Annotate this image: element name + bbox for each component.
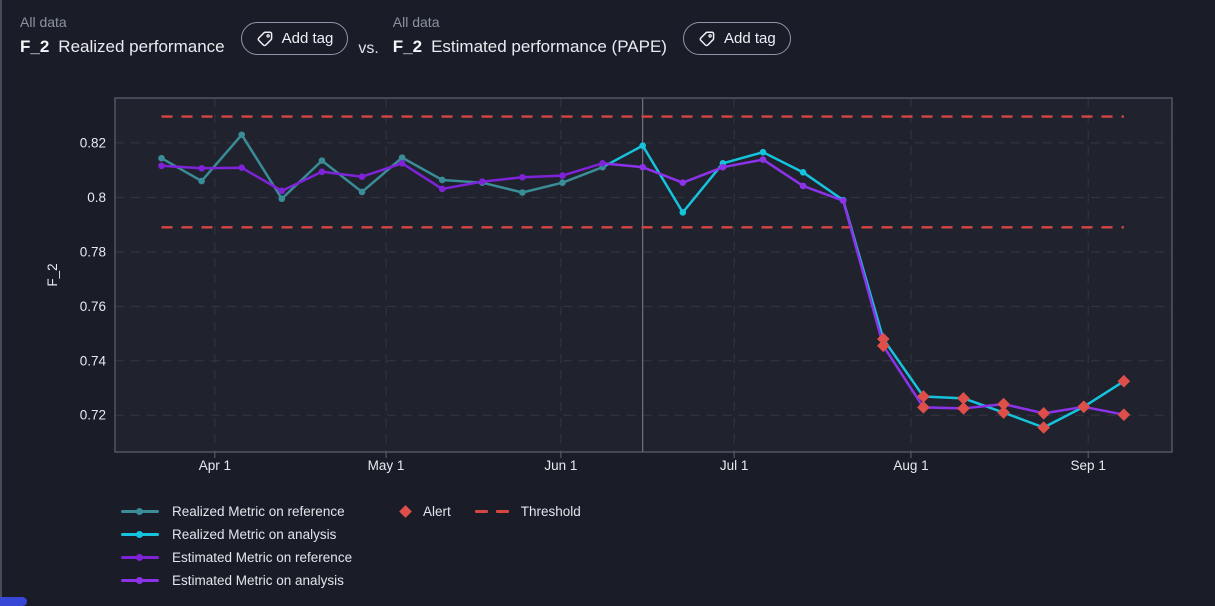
threshold-dashes-icon <box>474 510 509 513</box>
threshold-lines <box>161 115 1124 229</box>
add-tag-button-right[interactable]: Add tag <box>682 22 791 55</box>
legend-label: Estimated Metric on reference <box>172 550 353 565</box>
series-line-3 <box>602 158 1125 416</box>
svg-text:Jul 1: Jul 1 <box>720 458 749 473</box>
legend-label: Threshold <box>520 504 581 519</box>
left-title-block: All data F_2 Realized performance <box>20 14 225 58</box>
svg-text:May 1: May 1 <box>368 458 405 473</box>
add-tag-button-left[interactable]: Add tag <box>240 22 349 55</box>
right-subtitle: All data <box>392 14 440 30</box>
svg-text:0.74: 0.74 <box>80 353 107 368</box>
legend-item-estimated-reference[interactable]: Estimated Metric on reference <box>121 546 373 569</box>
tag-icon <box>699 30 715 46</box>
svg-text:Apr 1: Apr 1 <box>199 458 231 473</box>
legend-item-realized-analysis[interactable]: Realized Metric on analysis <box>121 523 373 546</box>
plot-border <box>114 97 1173 453</box>
legend-item-realized-reference[interactable]: Realized Metric on reference <box>121 500 373 523</box>
svg-text:0.76: 0.76 <box>80 299 106 314</box>
legend-series-column: Realized Metric on reference Realized Me… <box>121 500 373 592</box>
legend-item-threshold[interactable]: Threshold <box>474 500 581 523</box>
svg-text:Aug 1: Aug 1 <box>893 458 928 473</box>
right-title-block: All data F_2 Estimated performance (PAPE… <box>393 14 667 58</box>
left-metric-name: F_2 <box>20 36 50 56</box>
right-title-text: Estimated performance (PAPE) <box>431 36 667 56</box>
vs-label: vs. <box>358 40 379 57</box>
series-line-2 <box>161 162 603 193</box>
svg-text:0.72: 0.72 <box>80 408 106 423</box>
left-title-text: Realized performance <box>58 36 225 56</box>
line-swatch <box>121 569 159 592</box>
series-line-0 <box>160 133 604 201</box>
y-axis: 0.82 0.8 0.78 0.76 0.74 0.72 F_2 <box>45 135 106 422</box>
tag-icon <box>257 30 272 46</box>
svg-text:Sep 1: Sep 1 <box>1071 458 1106 473</box>
right-metric-name: F_2 <box>392 36 423 56</box>
bottom-left-accent <box>0 597 27 606</box>
svg-text:Jun 1: Jun 1 <box>544 458 577 473</box>
line-swatch <box>121 500 159 523</box>
left-title: F_2 Realized performance <box>20 36 225 58</box>
legend-item-estimated-analysis[interactable]: Estimated Metric on analysis <box>121 569 373 592</box>
svg-text:0.78: 0.78 <box>80 244 106 259</box>
performance-chart[interactable]: Apr 1 May 1 Jun 1 Jul 1 Aug 1 Sep 1 0.82 0.8 0.7… <box>0 0 1215 495</box>
svg-text:0.82: 0.82 <box>80 135 106 150</box>
add-tag-label: Add tag <box>281 30 334 47</box>
y-axis-title: F_2 <box>45 263 60 286</box>
svg-text:0.8: 0.8 <box>87 190 106 205</box>
legend-label: Estimated Metric on analysis <box>172 573 344 588</box>
alert-markers[interactable] <box>876 332 1131 434</box>
chart-legend: Realized Metric on reference Realized Me… <box>121 500 581 592</box>
add-tag-label: Add tag <box>723 30 776 47</box>
line-swatch <box>121 546 159 569</box>
legend-item-alert[interactable]: Alert <box>399 500 451 523</box>
panel-left-border <box>0 0 2 606</box>
line-swatch <box>121 523 159 546</box>
right-title: F_2 Estimated performance (PAPE) <box>393 36 667 58</box>
legend-label: Realized Metric on analysis <box>172 527 337 542</box>
left-subtitle: All data <box>20 14 67 30</box>
legend-label: Realized Metric on reference <box>172 504 345 519</box>
header: All data F_2 Realized performance Add ta… <box>20 14 791 58</box>
legend-label: Alert <box>423 504 451 519</box>
alert-diamond-icon <box>399 505 412 518</box>
series-markers-2 <box>158 160 606 195</box>
x-axis: Apr 1 May 1 Jun 1 Jul 1 Aug 1 Sep 1 <box>199 452 1106 473</box>
